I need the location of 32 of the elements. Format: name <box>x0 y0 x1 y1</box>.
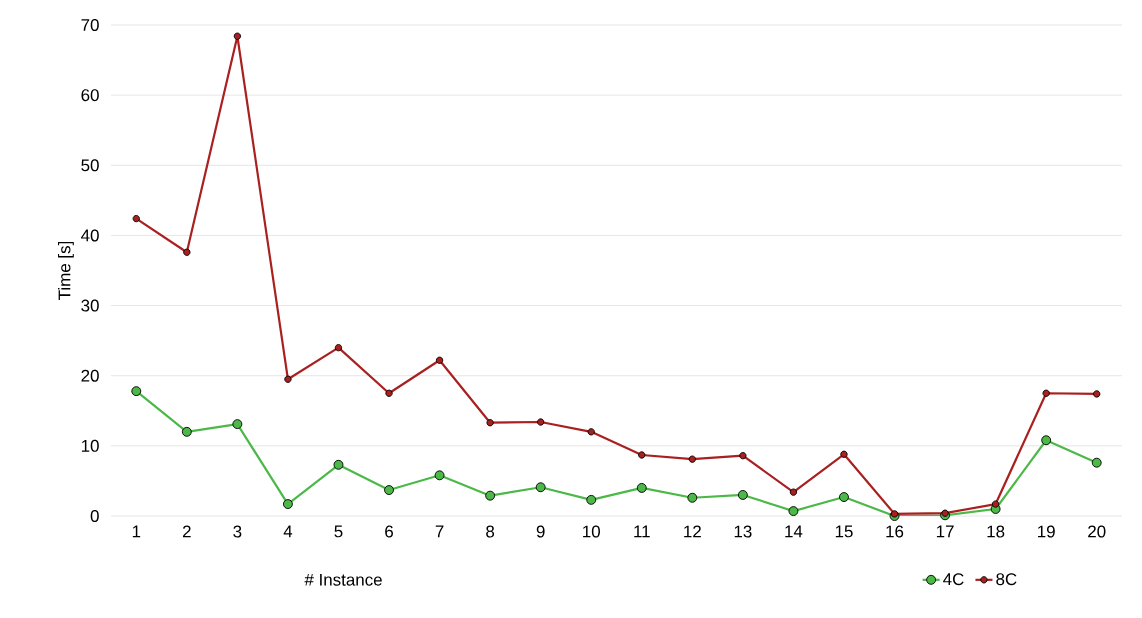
x-axis-title: # Instance <box>304 573 382 586</box>
x-tick-label: 20 <box>1088 525 1106 538</box>
x-tick-label: 9 <box>536 525 545 538</box>
y-axis-title: Time [s] <box>58 241 74 300</box>
x-tick-label: 10 <box>583 525 600 538</box>
x-tick-label: 5 <box>334 525 343 538</box>
x-tick-label: 8 <box>486 525 495 538</box>
y-tick-label: 0 <box>90 510 99 522</box>
x-tick-label: 15 <box>835 525 853 538</box>
y-tick-label: 10 <box>81 439 99 452</box>
x-tick-label: 3 <box>233 525 242 538</box>
legend-label: 8C <box>996 573 1017 586</box>
x-tick-label: 16 <box>886 525 904 538</box>
x-tick-label: 4 <box>283 525 293 538</box>
x-tick-label: 12 <box>684 525 701 538</box>
y-tick-label: 30 <box>81 299 99 312</box>
legend-label: 4C <box>943 573 964 586</box>
y-tick-label: 40 <box>81 229 99 242</box>
x-tick-label: 6 <box>385 525 393 538</box>
x-tick-label: 14 <box>785 525 803 538</box>
y-tick-label: 50 <box>81 159 99 172</box>
x-tick-label: 2 <box>182 525 191 538</box>
x-tick-label: 1 <box>132 525 141 538</box>
x-tick-label: 19 <box>1038 525 1055 538</box>
x-tick-label: 18 <box>987 525 1005 538</box>
x-tick-label: 17 <box>936 525 954 538</box>
x-tick-label: 11 <box>634 525 650 538</box>
y-tick-label: 20 <box>81 369 99 382</box>
y-tick-label: 60 <box>81 89 99 102</box>
x-tick-label: 7 <box>435 525 444 538</box>
y-tick-label: 70 <box>81 19 99 31</box>
x-tick-label: 13 <box>734 525 752 538</box>
